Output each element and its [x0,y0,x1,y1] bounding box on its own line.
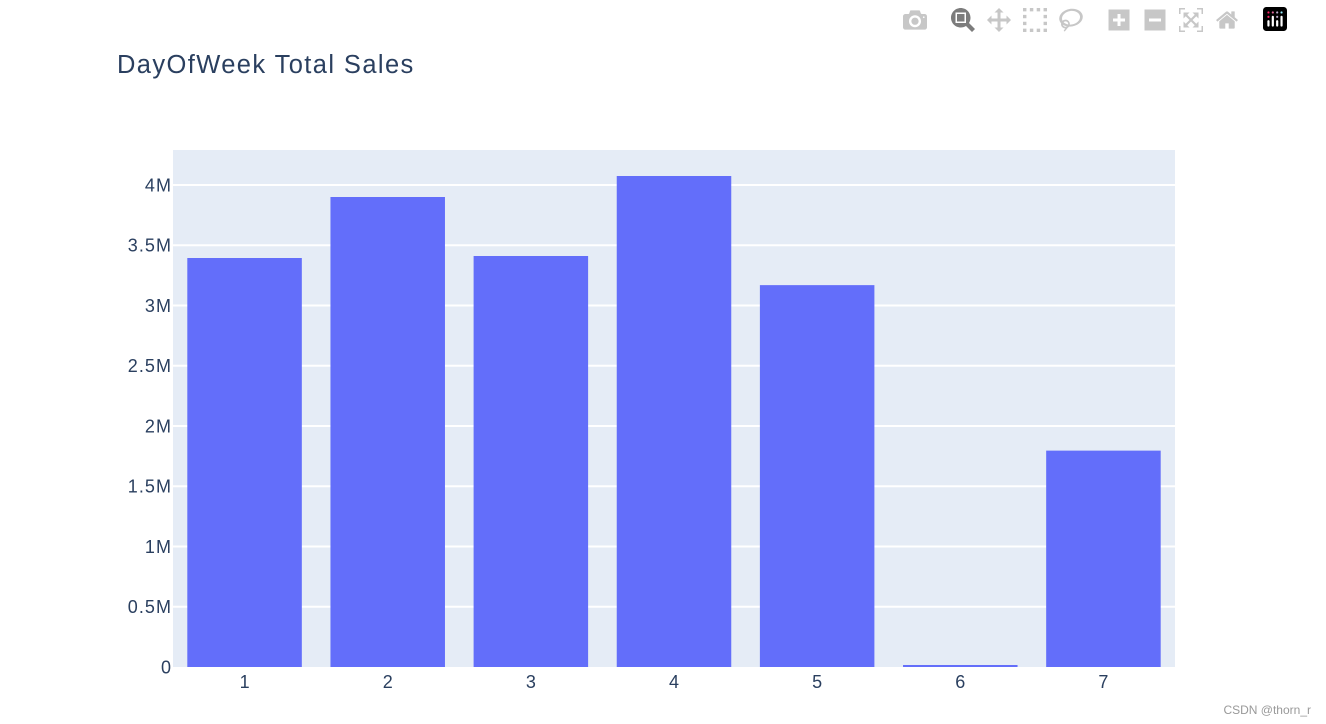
svg-text:DayOfWeek Total Sales: DayOfWeek Total Sales [117,51,415,79]
